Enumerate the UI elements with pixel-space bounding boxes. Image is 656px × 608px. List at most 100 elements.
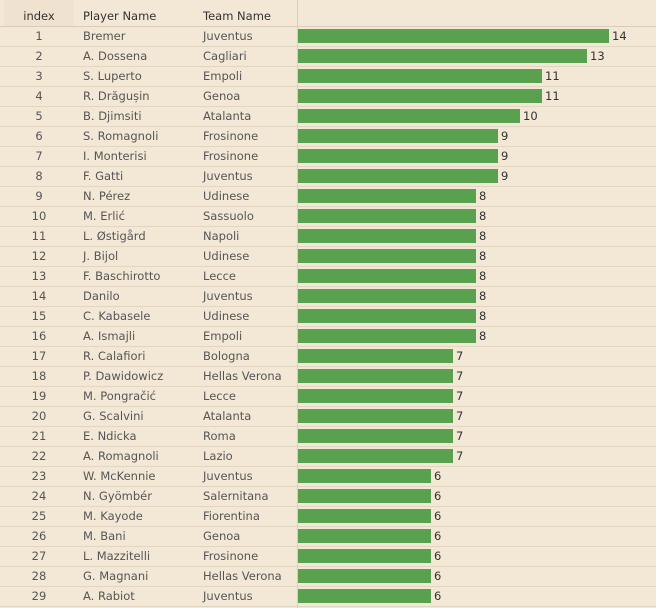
team-name-cell: Bologna: [203, 349, 250, 363]
bar[interactable]: [298, 389, 453, 403]
table-row[interactable]: 25 M. Kayode Fiorentina 6: [0, 506, 656, 527]
bar[interactable]: [298, 449, 453, 463]
table-row[interactable]: 8 F. Gatti Juventus 9: [0, 166, 656, 187]
bar-value-label: 8: [479, 209, 487, 223]
bar[interactable]: [298, 209, 476, 223]
bar[interactable]: [298, 129, 498, 143]
bar-value-label: 8: [479, 289, 487, 303]
team-name-cell: Hellas Verona: [203, 569, 282, 583]
team-name-cell: Lazio: [203, 449, 233, 463]
index-cell: 17: [31, 349, 47, 363]
bar[interactable]: [298, 289, 476, 303]
table-row[interactable]: 22 A. Romagnoli Lazio 7: [0, 446, 656, 467]
player-name-cell: C. Kabasele: [83, 309, 151, 323]
team-name-cell: Udinese: [203, 189, 250, 203]
index-cell: 18: [31, 369, 47, 383]
table-row[interactable]: 11 L. Østigård Napoli 8: [0, 226, 656, 247]
table-row[interactable]: 12 J. Bijol Udinese 8: [0, 246, 656, 267]
bar[interactable]: [298, 149, 498, 163]
bar-value-label: 9: [501, 169, 509, 183]
bar[interactable]: [298, 109, 520, 123]
table-row[interactable]: 13 F. Baschirotto Lecce 8: [0, 266, 656, 287]
table-row[interactable]: 20 G. Scalvini Atalanta 7: [0, 406, 656, 427]
player-name-cell: P. Dawidowicz: [83, 369, 164, 383]
bar[interactable]: [298, 169, 498, 183]
bar[interactable]: [298, 509, 431, 523]
bar[interactable]: [298, 309, 476, 323]
table-row[interactable]: 17 R. Calafiori Bologna 7: [0, 346, 656, 367]
bar-value-label: 8: [479, 309, 487, 323]
bar[interactable]: [298, 549, 431, 563]
bar-value-label: 9: [501, 149, 509, 163]
team-name-cell: Udinese: [203, 309, 250, 323]
bar[interactable]: [298, 409, 453, 423]
table-header: index Player Name Team Name: [0, 0, 656, 27]
bar[interactable]: [298, 589, 431, 603]
index-cell: 2: [35, 49, 43, 63]
player-name-cell: S. Romagnoli: [83, 129, 159, 143]
player-name-cell: L. Østigård: [83, 229, 146, 243]
table-row[interactable]: 7 I. Monterisi Frosinone 9: [0, 146, 656, 167]
table-row[interactable]: 19 M. Pongračić Lecce 7: [0, 386, 656, 407]
bar-value-label: 6: [434, 589, 442, 603]
table-row[interactable]: 28 G. Magnani Hellas Verona 6: [0, 566, 656, 587]
team-name-cell: Frosinone: [203, 549, 259, 563]
index-cell: 24: [31, 489, 47, 503]
team-name-cell: Juventus: [203, 169, 253, 183]
bar-value-label: 10: [523, 109, 538, 123]
table-row[interactable]: 4 R. Drăgușin Genoa 11: [0, 86, 656, 107]
bar-value-label: 6: [434, 509, 442, 523]
table-row[interactable]: 9 N. Pérez Udinese 8: [0, 186, 656, 207]
player-name-cell: A. Dossena: [83, 49, 148, 63]
table-row[interactable]: 18 P. Dawidowicz Hellas Verona 7: [0, 366, 656, 387]
table-row[interactable]: 16 A. Ismajli Empoli 8: [0, 326, 656, 347]
table-row[interactable]: 6 S. Romagnoli Frosinone 9: [0, 126, 656, 147]
bar[interactable]: [298, 89, 542, 103]
bar-value-label: 8: [479, 189, 487, 203]
bar[interactable]: [298, 469, 431, 483]
team-name-cell: Empoli: [203, 329, 243, 343]
table-row[interactable]: 29 A. Rabiot Juventus 6: [0, 586, 656, 607]
team-name-cell: Juventus: [203, 589, 253, 603]
table-row[interactable]: 1 Bremer Juventus 14: [0, 26, 656, 47]
bar[interactable]: [298, 429, 453, 443]
bar[interactable]: [298, 489, 431, 503]
table-row[interactable]: 14 Danilo Juventus 8: [0, 286, 656, 307]
bar[interactable]: [298, 249, 476, 263]
team-name-cell: Genoa: [203, 89, 241, 103]
bar[interactable]: [298, 349, 453, 363]
table-row[interactable]: 27 L. Mazzitelli Frosinone 6: [0, 546, 656, 567]
bar-value-label: 7: [456, 429, 464, 443]
header-index[interactable]: index: [4, 0, 74, 26]
table-row[interactable]: 10 M. Erlić Sassuolo 8: [0, 206, 656, 227]
table-row[interactable]: 3 S. Luperto Empoli 11: [0, 66, 656, 87]
table-row[interactable]: 21 E. Ndicka Roma 7: [0, 426, 656, 447]
bar[interactable]: [298, 229, 476, 243]
header-team-name[interactable]: Team Name: [203, 9, 271, 23]
bar[interactable]: [298, 269, 476, 283]
bar[interactable]: [298, 569, 431, 583]
bar[interactable]: [298, 69, 542, 83]
team-name-cell: Cagliari: [203, 49, 247, 63]
header-player-name[interactable]: Player Name: [83, 9, 157, 23]
bar[interactable]: [298, 29, 609, 43]
index-cell: 3: [35, 69, 43, 83]
bar[interactable]: [298, 189, 476, 203]
bar[interactable]: [298, 369, 453, 383]
bar[interactable]: [298, 49, 587, 63]
index-cell: 26: [31, 529, 47, 543]
bar-value-label: 8: [479, 329, 487, 343]
table-row[interactable]: 5 B. Djimsiti Atalanta 10: [0, 106, 656, 127]
index-cell: 1: [35, 29, 43, 43]
bar-value-label: 9: [501, 129, 509, 143]
table-row[interactable]: 2 A. Dossena Cagliari 13: [0, 46, 656, 67]
bar[interactable]: [298, 529, 431, 543]
player-name-cell: N. Pérez: [83, 189, 131, 203]
table-row[interactable]: 26 M. Bani Genoa 6: [0, 526, 656, 547]
table-row[interactable]: 24 N. Gyömbér Salernitana 6: [0, 486, 656, 507]
table-row[interactable]: 15 C. Kabasele Udinese 8: [0, 306, 656, 327]
bar-value-label: 8: [479, 229, 487, 243]
team-name-cell: Sassuolo: [203, 209, 254, 223]
bar[interactable]: [298, 329, 476, 343]
table-row[interactable]: 23 W. McKennie Juventus 6: [0, 466, 656, 487]
